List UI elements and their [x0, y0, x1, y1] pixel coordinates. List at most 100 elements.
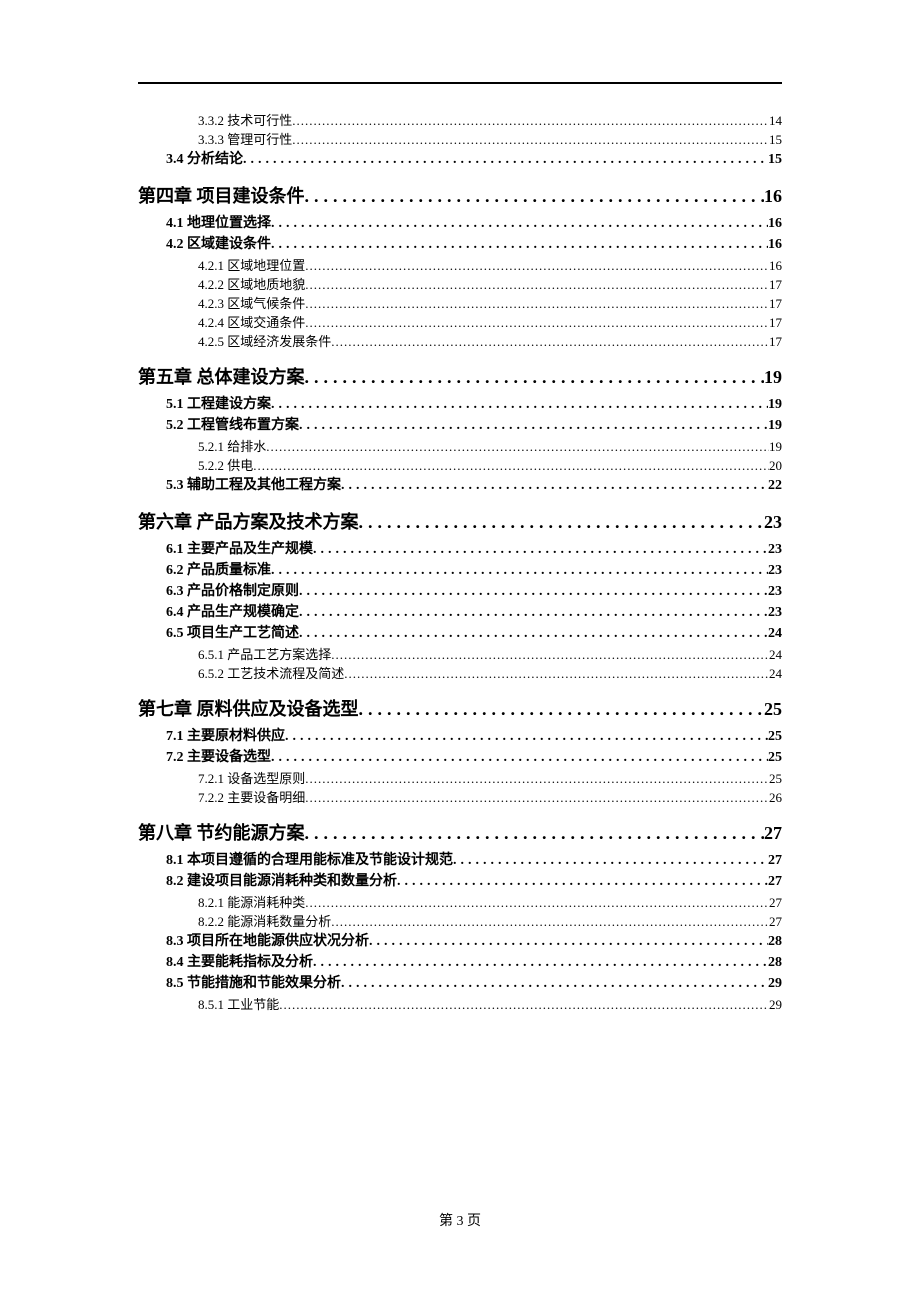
toc-label: 8.1 本项目遵循的合理用能标准及节能设计规范 — [166, 854, 453, 868]
toc-label: 5.2.1 给排水 — [198, 440, 266, 453]
toc-label: 8.3 项目所在地能源供应状况分析 — [166, 935, 369, 949]
toc-page-number: 25 — [768, 751, 782, 765]
toc-label: 6.3 产品价格制定原则 — [166, 585, 299, 599]
toc-leader-dots: ........................................… — [341, 479, 768, 493]
toc-label: 第六章 产品方案及技术方案 — [138, 513, 359, 531]
toc-label: 4.2.2 区域地质地貌 — [198, 278, 305, 291]
toc-entry: 5.2 工程管线布置方案............................… — [166, 419, 782, 433]
toc-page-number: 23 — [768, 585, 782, 599]
toc-label: 6.4 产品生产规模确定 — [166, 606, 299, 620]
toc-entry: 7.2.2 主要设备明细............................… — [198, 791, 782, 804]
toc-label: 5.2 工程管线布置方案 — [166, 419, 299, 433]
toc-entry: 8.2.1 能源消耗种类............................… — [198, 896, 782, 909]
toc-label: 6.2 产品质量标准 — [166, 564, 271, 578]
toc-page-number: 19 — [768, 398, 782, 412]
toc-leader-dots: ........................................… — [331, 915, 769, 928]
toc-leader-dots: ........................................… — [341, 977, 768, 991]
toc-label: 5.2.2 供电 — [198, 459, 253, 472]
toc-leader-dots: ........................................… — [305, 824, 765, 842]
toc-entry: 第六章 产品方案及技术方案...........................… — [138, 513, 782, 531]
toc-page-number: 19 — [768, 419, 782, 433]
toc-label: 第七章 原料供应及设备选型 — [138, 700, 359, 718]
toc-leader-dots: ........................................… — [253, 459, 769, 472]
toc-entry: 6.2 产品质量标准..............................… — [166, 564, 782, 578]
toc-entry: 5.1 工程建设方案..............................… — [166, 398, 782, 412]
toc-leader-dots: ........................................… — [305, 896, 769, 909]
toc-leader-dots: ........................................… — [305, 368, 765, 386]
toc-leader-dots: ........................................… — [305, 187, 765, 205]
toc-label: 4.2.3 区域气候条件 — [198, 297, 305, 310]
toc-page-number: 28 — [768, 956, 782, 970]
toc-label: 4.1 地理位置选择 — [166, 217, 271, 231]
toc-page-number: 22 — [768, 479, 782, 493]
toc-page-number: 23 — [764, 513, 782, 531]
toc-label: 8.4 主要能耗指标及分析 — [166, 956, 313, 970]
toc-page-number: 24 — [769, 667, 782, 680]
toc-label: 7.2 主要设备选型 — [166, 751, 271, 765]
toc-leader-dots: ........................................… — [299, 627, 768, 641]
toc-page-number: 19 — [769, 440, 782, 453]
toc-page-number: 23 — [768, 606, 782, 620]
toc-page-number: 24 — [769, 648, 782, 661]
toc-label: 8.2.1 能源消耗种类 — [198, 896, 305, 909]
toc-label: 4.2.5 区域经济发展条件 — [198, 335, 331, 348]
toc-leader-dots: ........................................… — [313, 956, 768, 970]
toc-label: 7.2.2 主要设备明细 — [198, 791, 305, 804]
toc-leader-dots: ........................................… — [331, 648, 769, 661]
toc-page-number: 15 — [769, 133, 782, 146]
toc-entry: 第七章 原料供应及设备选型...........................… — [138, 700, 782, 718]
toc-entry: 8.2.2 能源消耗数量分析..........................… — [198, 915, 782, 928]
toc-leader-dots: ........................................… — [271, 564, 768, 578]
toc-entry: 4.1 地理位置选择..............................… — [166, 217, 782, 231]
toc-leader-dots: ........................................… — [271, 217, 768, 231]
toc-entry: 3.3.3 管理可行性.............................… — [198, 133, 782, 146]
toc-leader-dots: ........................................… — [292, 133, 769, 146]
toc-entry: 3.4 分析结论................................… — [166, 153, 782, 167]
toc-entry: 4.2.4 区域交通条件............................… — [198, 316, 782, 329]
toc-label: 4.2 区域建设条件 — [166, 238, 271, 252]
toc-label: 3.3.2 技术可行性 — [198, 114, 292, 127]
toc-leader-dots: ........................................… — [279, 998, 769, 1011]
toc-leader-dots: ........................................… — [359, 700, 765, 718]
page-footer: 第 3 页 — [0, 1210, 920, 1230]
header-rule — [138, 82, 782, 84]
toc-page-number: 25 — [769, 772, 782, 785]
toc-label: 第五章 总体建设方案 — [138, 368, 305, 386]
toc-label: 8.2 建设项目能源消耗种类和数量分析 — [166, 875, 397, 889]
toc-leader-dots: ........................................… — [266, 440, 769, 453]
toc-label: 6.5 项目生产工艺简述 — [166, 627, 299, 641]
toc-entry: 5.3 辅助工程及其他工程方案.........................… — [166, 479, 782, 493]
toc-page-number: 29 — [769, 998, 782, 1011]
toc-page-number: 16 — [768, 238, 782, 252]
toc-page-number: 27 — [768, 854, 782, 868]
toc-page-number: 27 — [769, 896, 782, 909]
toc-entry: 8.5 节能措施和节能效果分析.........................… — [166, 977, 782, 991]
toc-label: 7.1 主要原材料供应 — [166, 730, 285, 744]
toc-label: 4.2.4 区域交通条件 — [198, 316, 305, 329]
toc-page-number: 25 — [768, 730, 782, 744]
toc-page-number: 14 — [769, 114, 782, 127]
toc-label: 7.2.1 设备选型原则 — [198, 772, 305, 785]
toc-leader-dots: ........................................… — [292, 114, 769, 127]
toc-entry: 4.2 区域建设条件..............................… — [166, 238, 782, 252]
toc-leader-dots: ........................................… — [305, 772, 769, 785]
toc-page-number: 28 — [768, 935, 782, 949]
toc-label: 6.1 主要产品及生产规模 — [166, 543, 313, 557]
toc-entry: 4.2.2 区域地质地貌............................… — [198, 278, 782, 291]
toc-leader-dots: ........................................… — [299, 606, 768, 620]
toc-leader-dots: ........................................… — [369, 935, 768, 949]
toc-content: 3.3.2 技术可行性.............................… — [138, 82, 782, 1017]
toc-leader-dots: ........................................… — [285, 730, 768, 744]
toc-leader-dots: ........................................… — [305, 297, 769, 310]
toc-page-number: 26 — [769, 791, 782, 804]
toc-leader-dots: ........................................… — [243, 153, 768, 167]
toc-leader-dots: ........................................… — [299, 585, 768, 599]
toc-leader-dots: ........................................… — [271, 751, 768, 765]
toc-label: 8.2.2 能源消耗数量分析 — [198, 915, 331, 928]
toc-leader-dots: ........................................… — [344, 667, 769, 680]
toc-entry: 8.3 项目所在地能源供应状况分析.......................… — [166, 935, 782, 949]
toc-page-number: 17 — [769, 335, 782, 348]
toc-label: 8.5.1 工业节能 — [198, 998, 279, 1011]
toc-leader-dots: ........................................… — [313, 543, 768, 557]
toc-page-number: 25 — [764, 700, 782, 718]
